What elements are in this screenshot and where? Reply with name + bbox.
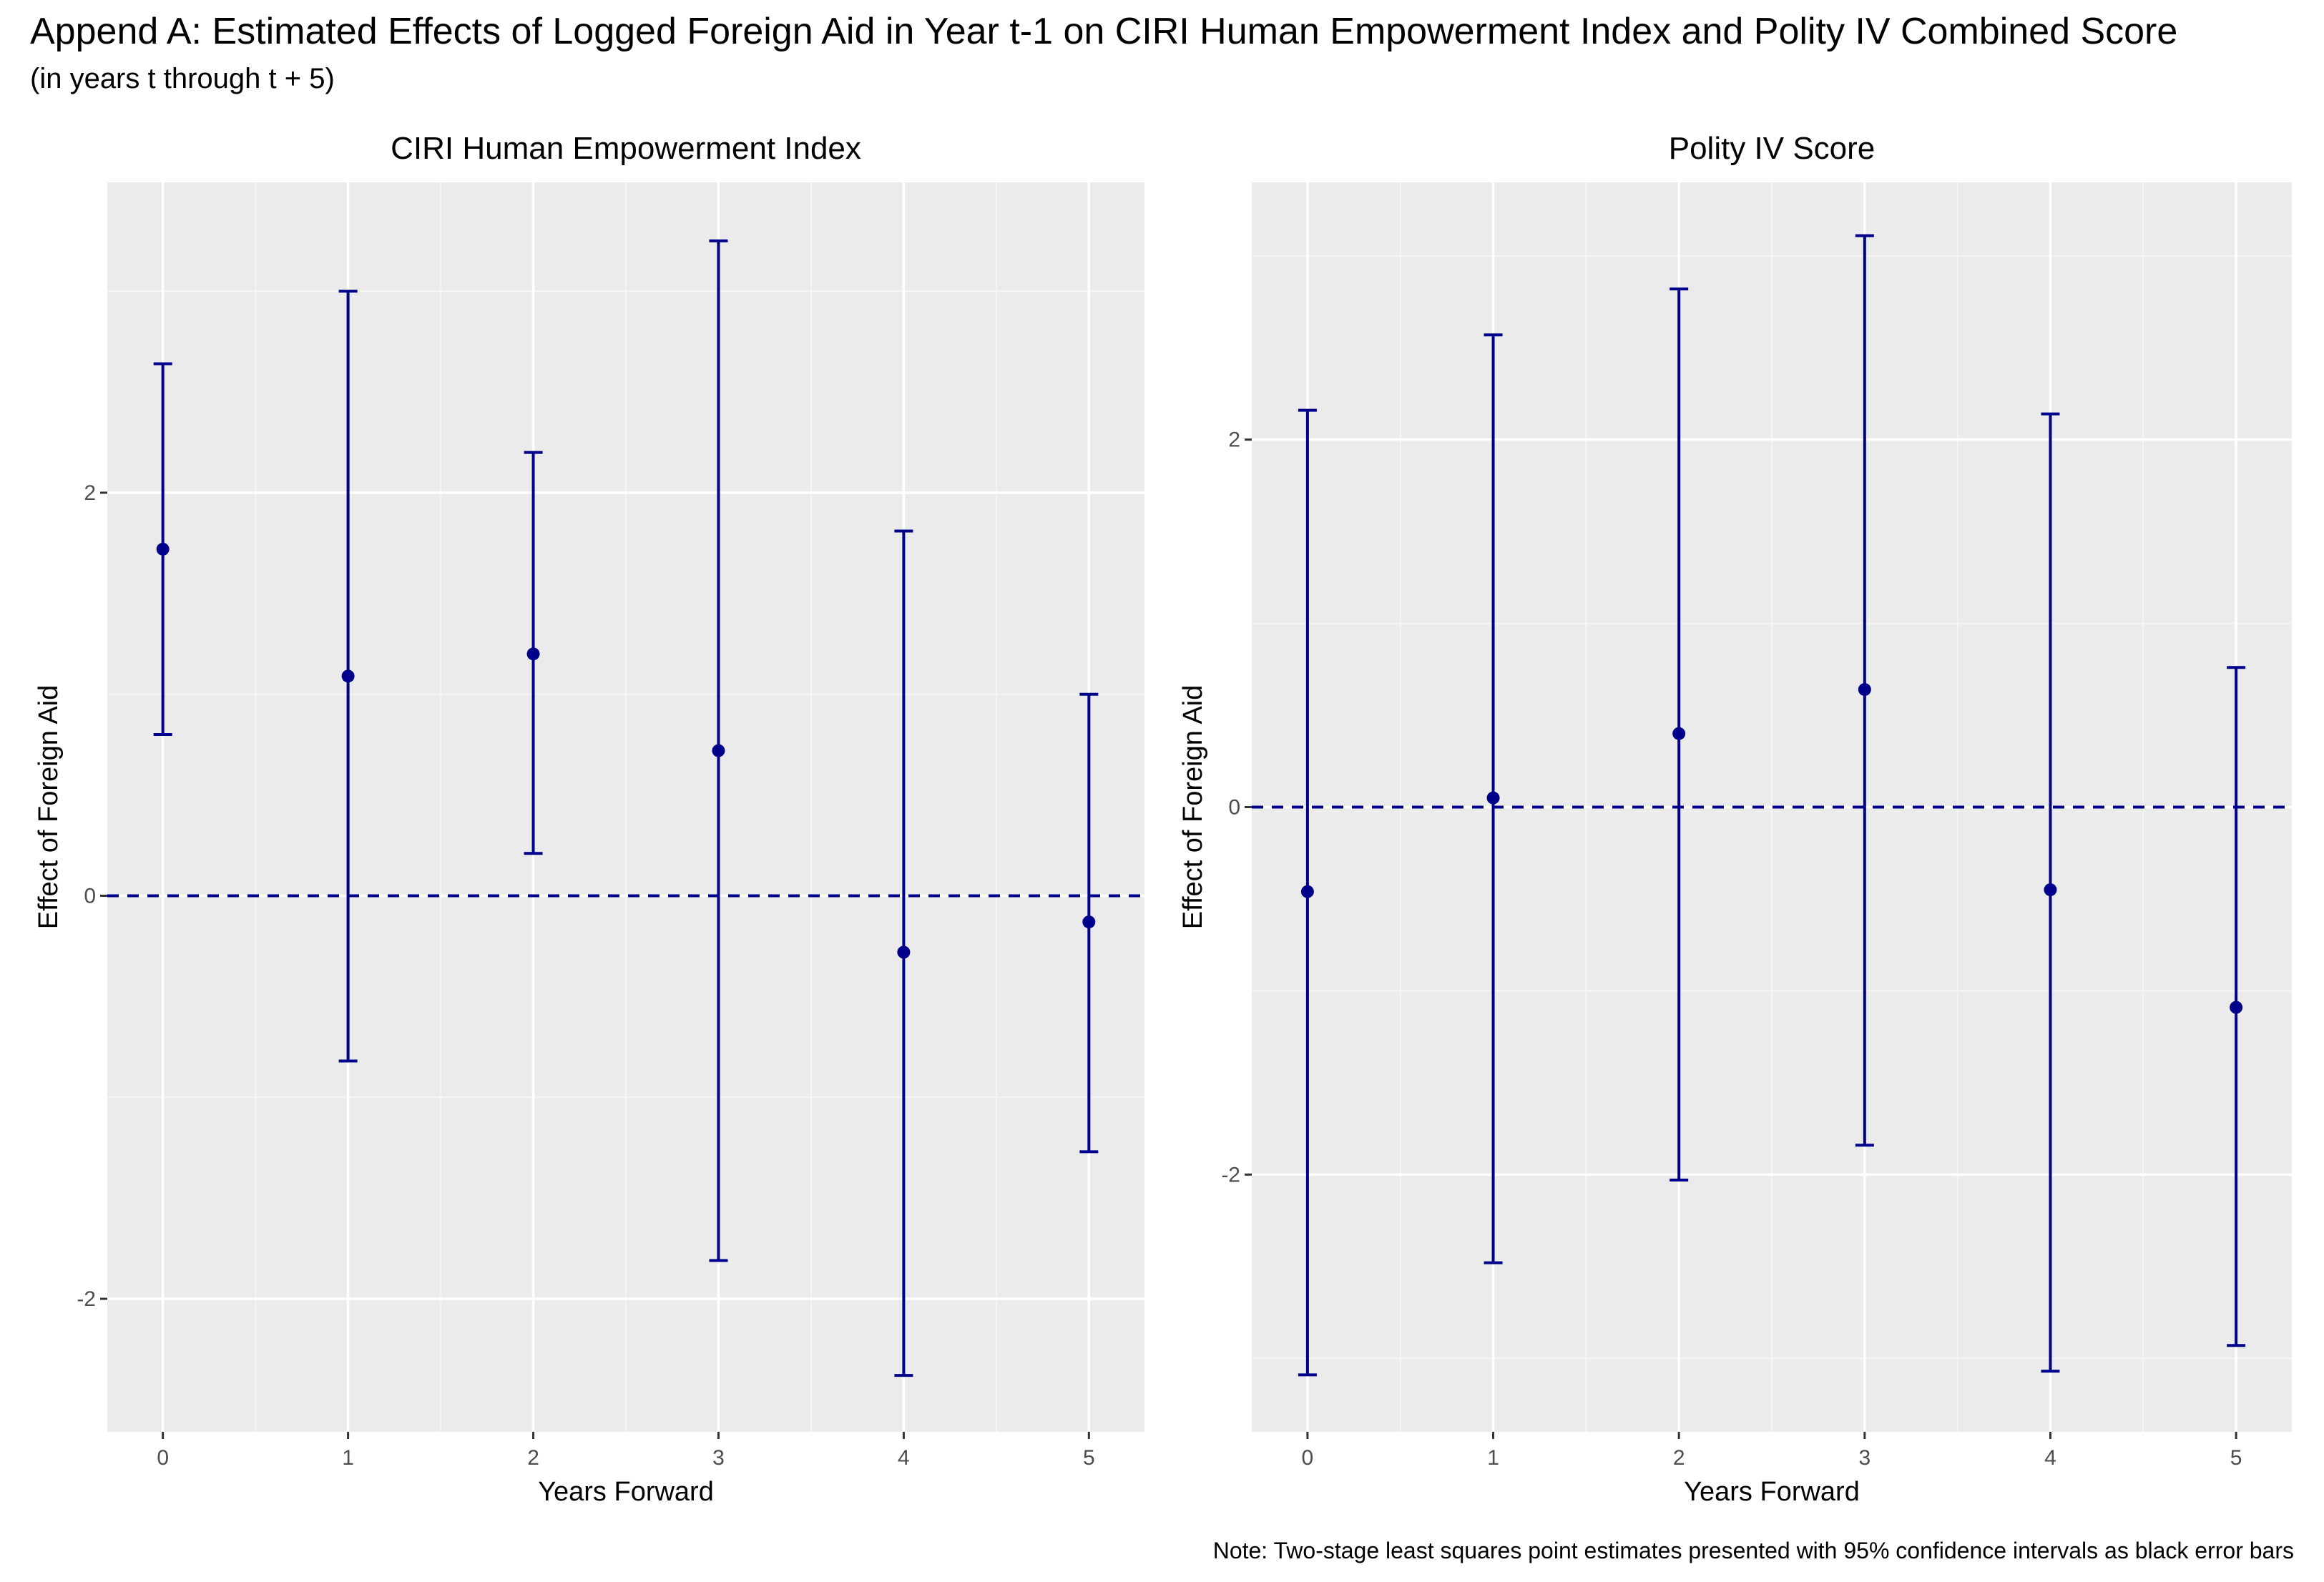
x-tick-label: 4 (898, 1446, 910, 1470)
point-estimate (712, 744, 725, 757)
point-estimate (156, 542, 170, 556)
x-axis-title: Years Forward (1684, 1477, 1860, 1507)
point-estimate (1858, 683, 1871, 697)
x-tick-label: 1 (342, 1446, 354, 1470)
figure-title: Append A: Estimated Effects of Logged Fo… (30, 11, 2178, 52)
panel-title: Polity IV Score (1669, 131, 1876, 166)
x-tick-label: 2 (1673, 1446, 1685, 1470)
x-tick-label: 5 (2230, 1446, 2242, 1470)
panel-1: -2 0 2 0 1 2 3 4 5 CIRI Human Empowerment Index Ye… (34, 131, 1144, 1507)
y-tick-label: -2 (77, 1287, 96, 1311)
panel-2: -2 0 2 0 1 2 3 4 5 Polity IV Score Years Forward Ef… (1178, 131, 2292, 1507)
x-tick-label: 0 (1302, 1446, 1314, 1470)
point-estimate (897, 945, 911, 959)
x-tick-label: 4 (2044, 1446, 2056, 1470)
y-tick-label: 2 (1228, 428, 1240, 452)
figure-subtitle: (in years t through t + 5) (30, 63, 335, 94)
y-axis-title: Effect of Foreign Aid (1178, 685, 1208, 930)
x-tick-label: 2 (527, 1446, 539, 1470)
y-tick-label: 2 (84, 481, 96, 505)
x-tick-label: 5 (1083, 1446, 1095, 1470)
point-estimate (1486, 791, 1500, 805)
point-estimate (526, 647, 540, 661)
point-estimate (2044, 883, 2057, 897)
x-axis-title: Years Forward (538, 1477, 714, 1507)
x-tick-label: 0 (157, 1446, 169, 1470)
y-tick-label: 0 (1228, 796, 1240, 820)
figure-note: Note: Two-stage least squares point esti… (1212, 1538, 2294, 1563)
x-tick-label: 3 (1858, 1446, 1871, 1470)
x-tick-label: 3 (712, 1446, 725, 1470)
panel-title: CIRI Human Empowerment Index (391, 131, 861, 166)
point-estimate (1082, 915, 1096, 929)
y-tick-label: 0 (84, 884, 96, 908)
y-tick-label: -2 (1221, 1163, 1240, 1186)
point-estimate (2230, 1001, 2243, 1014)
x-tick-label: 1 (1487, 1446, 1499, 1470)
point-estimate (341, 669, 355, 683)
y-axis-title: Effect of Foreign Aid (34, 685, 64, 930)
point-estimate (1300, 885, 1314, 898)
point-estimate (1672, 727, 1686, 740)
